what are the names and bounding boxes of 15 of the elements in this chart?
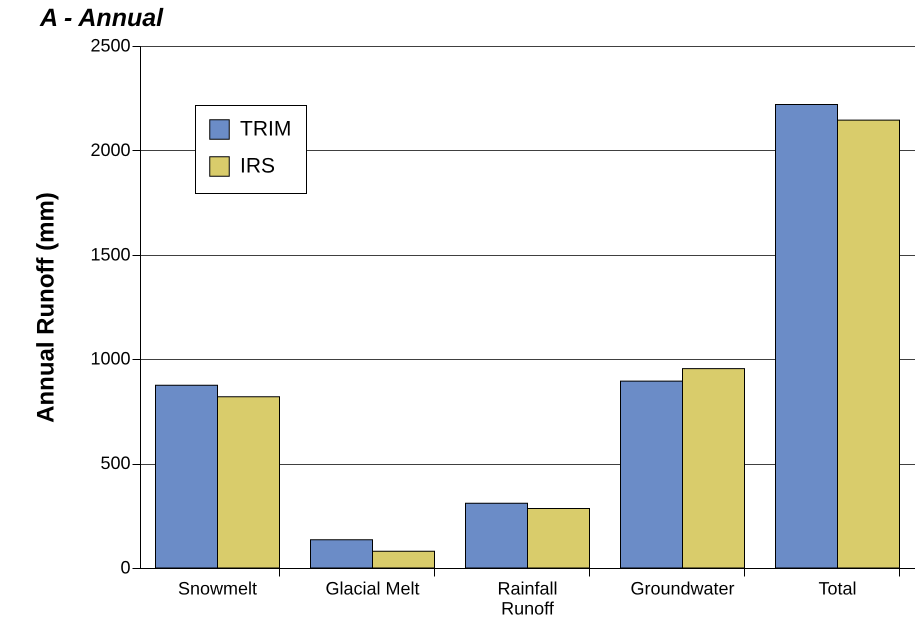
- legend-label: TRIM: [240, 118, 292, 140]
- x-tick-label: Total: [818, 578, 857, 598]
- y-tick-label: 2500: [90, 36, 130, 56]
- legend-label: IRS: [240, 154, 276, 178]
- x-tick-label: Groundwater: [630, 578, 735, 598]
- y-axis-title: Annual Runoff (mm): [32, 192, 60, 423]
- y-tick-label: 0: [120, 558, 130, 578]
- y-tick-label: 500: [100, 453, 130, 474]
- y-tick-label: 1000: [90, 348, 130, 369]
- x-tick-label: Snowmelt: [178, 578, 258, 598]
- x-tick-label: Rainfall Runoff: [497, 578, 558, 618]
- chart-title: A - Annual: [38, 4, 164, 32]
- x-tick-label: Glacial Melt: [325, 578, 420, 598]
- y-tick-label: 1500: [90, 244, 130, 264]
- y-tick-label: 2000: [90, 140, 130, 160]
